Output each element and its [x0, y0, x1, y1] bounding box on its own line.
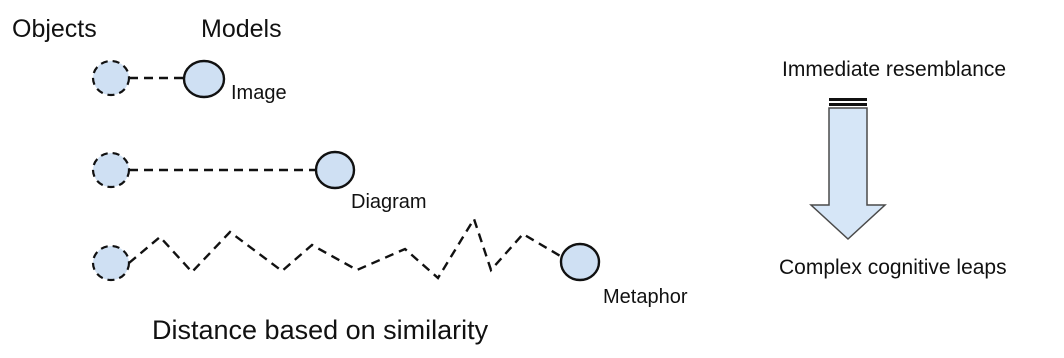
- model-label-image: Image: [231, 82, 287, 104]
- model-node-diagram: [314, 150, 356, 190]
- objects-header: Objects: [12, 15, 97, 43]
- object-node-image: [91, 59, 131, 97]
- connector-metaphor: [128, 216, 563, 280]
- diagram-caption: Distance based on similarity: [152, 315, 489, 345]
- arrow-stripe-1: [829, 98, 867, 101]
- model-label-metaphor: Metaphor: [603, 286, 688, 308]
- model-node-metaphor: [559, 242, 601, 282]
- arrow-body: [809, 107, 887, 241]
- models-header: Models: [201, 15, 282, 43]
- object-node-diagram: [91, 151, 131, 189]
- model-node-image: [182, 59, 226, 99]
- row-metaphor: [91, 216, 601, 282]
- arrow-top-label: Immediate resemblance: [782, 58, 1007, 81]
- row-image: [91, 59, 226, 99]
- object-node-metaphor: [91, 244, 131, 282]
- arrow-stripe-2: [829, 103, 867, 106]
- arrow-bottom-label: Complex cognitive leaps: [779, 256, 1007, 279]
- model-label-diagram: Diagram: [351, 191, 427, 213]
- resemblance-arrow: [809, 98, 887, 241]
- row-diagram: [91, 150, 356, 190]
